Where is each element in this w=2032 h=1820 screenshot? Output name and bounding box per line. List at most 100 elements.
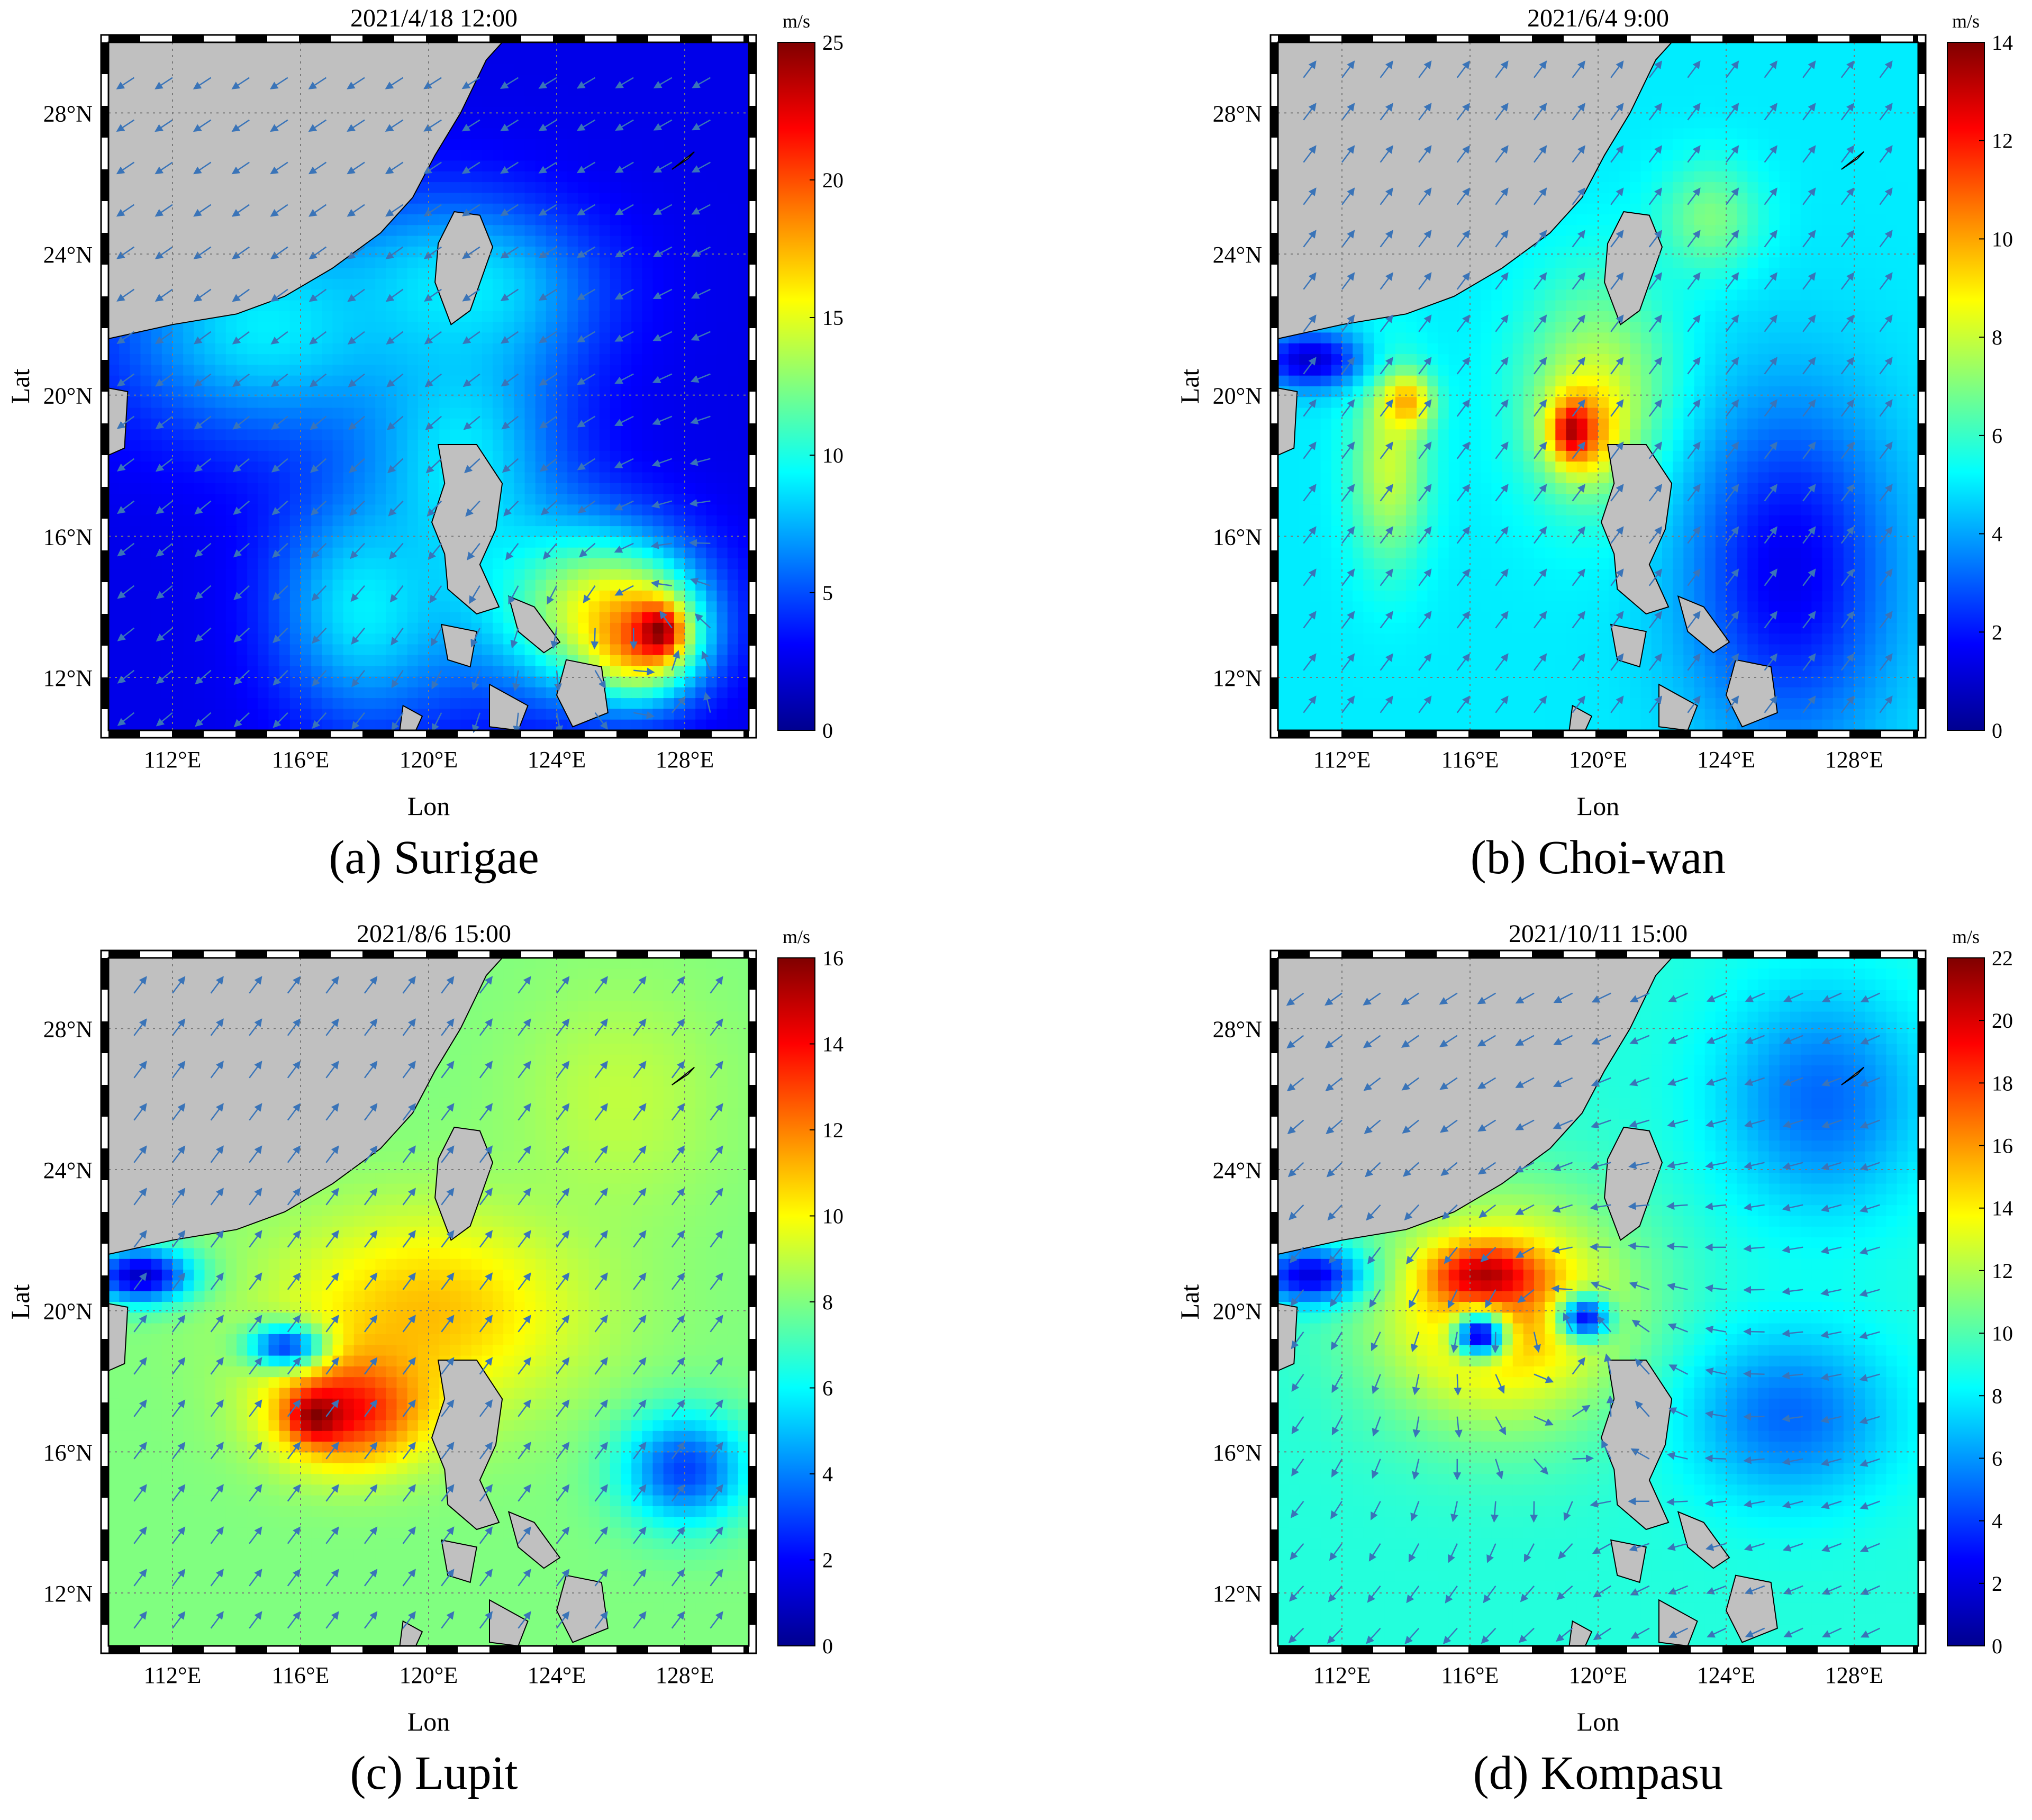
- field-cell: [642, 171, 653, 183]
- field-cell: [536, 451, 547, 462]
- field-cell: [1897, 75, 1908, 86]
- field-cell: [557, 408, 568, 419]
- field-cell: [141, 601, 152, 612]
- field-cell: [642, 687, 653, 699]
- field-cell: [205, 429, 216, 440]
- field-cell: [1747, 53, 1758, 64]
- field-cell: [567, 408, 578, 419]
- field-cell: [642, 623, 653, 634]
- field-cell: [333, 666, 344, 677]
- field-cell: [301, 687, 312, 699]
- field-cell: [301, 645, 312, 656]
- field-cell: [738, 279, 749, 290]
- field-cell: [290, 440, 301, 451]
- field-cell: [717, 473, 728, 484]
- field-cell: [322, 698, 333, 709]
- field-cell: [343, 720, 355, 731]
- field-cell: [546, 569, 557, 580]
- field-cell: [151, 698, 162, 709]
- field-cell: [525, 645, 536, 656]
- field-cell: [450, 397, 461, 408]
- field-cell: [546, 343, 557, 355]
- field-cell: [610, 332, 621, 343]
- field-cell: [525, 354, 536, 365]
- field-cell: [685, 160, 696, 171]
- field-cell: [589, 139, 600, 150]
- field-cell: [343, 268, 355, 279]
- field-cell: [578, 429, 589, 440]
- field-cell: [226, 354, 237, 365]
- field-cell: [365, 655, 376, 666]
- field-cell: [173, 451, 184, 462]
- field-cell: [610, 171, 621, 183]
- field-cell: [514, 645, 525, 656]
- field-cell: [365, 483, 376, 494]
- field-cell: [631, 601, 642, 612]
- field-cell: [706, 343, 717, 355]
- field-cell: [738, 601, 749, 612]
- field-cell: [600, 193, 611, 204]
- field-cell: [269, 451, 280, 462]
- field-cell: [1865, 171, 1876, 183]
- field-cell: [407, 301, 419, 312]
- field-cell: [151, 666, 162, 677]
- field-cell: [365, 537, 376, 548]
- field-cell: [343, 386, 355, 397]
- field-cell: [343, 408, 355, 419]
- field-cell: [706, 193, 717, 204]
- field-cell: [493, 322, 504, 333]
- field-cell: [258, 676, 269, 687]
- field-cell: [397, 386, 408, 397]
- field-cell: [173, 612, 184, 623]
- field-cell: [578, 494, 589, 505]
- field-cell: [557, 311, 568, 322]
- field-cell: [226, 709, 237, 720]
- field-cell: [1833, 129, 1844, 140]
- field-cell: [642, 526, 653, 537]
- field-cell: [1790, 117, 1801, 129]
- field-cell: [578, 354, 589, 365]
- field-cell: [461, 117, 472, 129]
- field-cell: [674, 150, 685, 161]
- field-cell: [311, 537, 322, 548]
- field-cell: [600, 408, 611, 419]
- field-cell: [1705, 129, 1716, 140]
- field-cell: [695, 569, 706, 580]
- field-cell: [653, 322, 664, 333]
- field-cell: [642, 429, 653, 440]
- field-cell: [674, 332, 685, 343]
- field-cell: [418, 526, 429, 537]
- field-cell: [386, 504, 397, 515]
- field-cell: [578, 580, 589, 591]
- field-cell: [717, 440, 728, 451]
- field-cell: [738, 193, 749, 204]
- field-cell: [183, 526, 194, 537]
- field-cell: [397, 526, 408, 537]
- field-cell: [600, 612, 611, 623]
- field-cell: [151, 332, 162, 343]
- field-cell: [536, 204, 547, 215]
- frame-segment: [749, 42, 756, 74]
- field-cell: [215, 354, 226, 365]
- field-cell: [343, 569, 355, 580]
- field-cell: [514, 440, 525, 451]
- field-cell: [397, 440, 408, 451]
- field-cell: [514, 419, 525, 430]
- field-cell: [354, 311, 365, 322]
- field-cell: [258, 343, 269, 355]
- field-cell: [301, 709, 312, 720]
- field-cell: [1865, 64, 1876, 75]
- field-cell: [610, 408, 621, 419]
- field-cell: [450, 171, 461, 183]
- field-cell: [461, 687, 472, 699]
- field-cell: [610, 698, 621, 709]
- field-cell: [503, 666, 514, 677]
- field-cell: [503, 214, 514, 225]
- field-cell: [642, 494, 653, 505]
- field-cell: [343, 537, 355, 548]
- field-cell: [536, 655, 547, 666]
- field-cell: [194, 515, 205, 527]
- field-cell: [269, 494, 280, 505]
- field-cell: [674, 343, 685, 355]
- field-cell: [631, 720, 642, 731]
